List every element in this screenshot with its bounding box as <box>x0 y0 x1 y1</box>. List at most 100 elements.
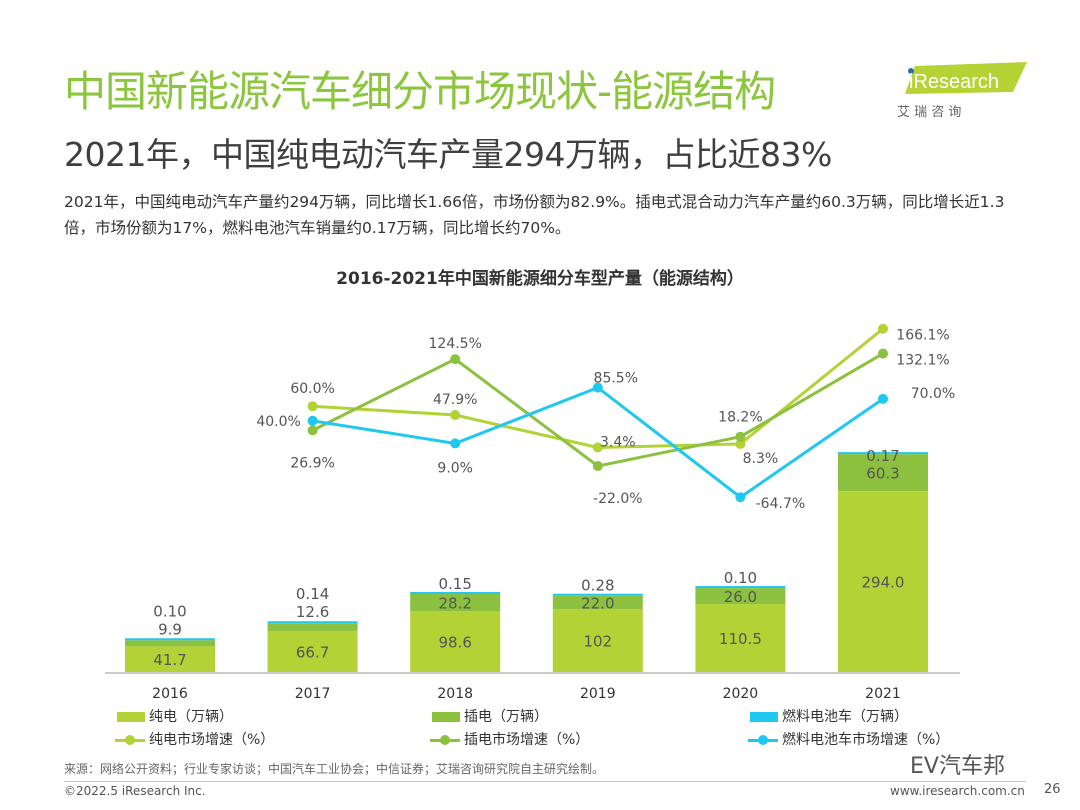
page-title: 中国新能源汽车细分市场现状-能源结构 <box>64 67 776 116</box>
legend-swatch <box>750 712 778 722</box>
bar-label-fcv: 0.10 <box>724 569 757 587</box>
logo-text: iResearch <box>909 71 999 93</box>
line-label: 3.4% <box>600 435 636 451</box>
iresearch-logo: iResearch 艾 瑞 咨 询 <box>895 62 1045 122</box>
page-subtitle: 2021年，中国纯电动汽车产量294万辆，占比近83% <box>64 135 832 174</box>
line-point <box>878 348 888 359</box>
line-label: 26.9% <box>290 455 334 471</box>
bar-label-phev: 12.6 <box>296 603 329 621</box>
legend-line-marker <box>115 735 145 745</box>
legend-item-fcv-growth: 燃料电池车市场增速（%） <box>748 729 949 749</box>
bar-fcv <box>410 592 501 595</box>
bar-fcv <box>267 621 358 624</box>
line-point <box>592 461 603 472</box>
bar-phev <box>552 595 643 610</box>
bar-phev <box>838 454 928 492</box>
line-point <box>450 410 461 421</box>
line-label: -22.0% <box>593 491 643 507</box>
bar-label-bev: 294.0 <box>862 574 905 592</box>
line-label: 70.0% <box>911 386 955 402</box>
bar-bev <box>410 611 501 672</box>
bar-label-bev: 41.7 <box>153 651 186 669</box>
line-point <box>735 438 746 449</box>
description: 2021年，中国纯电动汽车产量约294万辆，同比增长1.66倍，市场份额为82.… <box>64 193 1005 237</box>
legend-swatch <box>432 712 460 722</box>
line-label: 8.3% <box>743 451 779 467</box>
bar-phev <box>267 623 358 631</box>
bar-label-fcv: 0.14 <box>296 585 329 603</box>
bar-phev <box>125 640 215 647</box>
bar-bev <box>552 609 643 672</box>
bar-label-bev: 110.5 <box>719 630 762 648</box>
legend-label: 纯电（万辆） <box>149 709 233 725</box>
legend-label: 纯电市场增速（%） <box>149 732 275 748</box>
source-note: 来源：网络公开资料；行业专家访谈；中国汽车工业协会；中信证券；艾瑞咨询研究院自主… <box>64 762 605 776</box>
chart-area: 201641.79.90.10201766.712.60.14201898.62… <box>105 323 960 700</box>
line-label: 166.1% <box>896 328 949 344</box>
bar-fcv <box>552 593 643 596</box>
line-label: 124.5% <box>429 336 482 352</box>
line-label: 85.5% <box>594 371 638 387</box>
line-point <box>450 354 461 365</box>
bar-phev <box>410 594 501 612</box>
legend-item-phev: 插电（万辆） <box>432 706 548 726</box>
line-label: -64.7% <box>756 496 806 512</box>
bar-fcv <box>838 452 928 455</box>
line-point <box>450 438 461 449</box>
bar-bev <box>838 491 928 672</box>
x-tick-label: 2019 <box>580 686 616 700</box>
line-label: 40.0% <box>256 414 300 430</box>
line-point <box>735 492 746 503</box>
watermark: EV汽车邦 <box>910 754 1005 779</box>
line-label: 18.2% <box>718 410 762 426</box>
line-point <box>307 415 318 426</box>
legend-label: 燃料电池车（万辆） <box>782 709 908 725</box>
logo-subtext: 艾 瑞 咨 询 <box>897 105 961 120</box>
line-label: 47.9% <box>433 392 477 408</box>
legend-item-bev: 纯电（万辆） <box>117 706 233 726</box>
legend-label: 插电（万辆） <box>464 709 548 725</box>
website: www.iresearch.com.cn <box>890 784 1025 798</box>
bar-label-phev: 22.0 <box>581 595 614 613</box>
legend-label: 插电市场增速（%） <box>464 732 590 748</box>
bar-label-phev: 60.3 <box>866 465 899 483</box>
bar-label-fcv: 0.10 <box>153 602 186 620</box>
line-point <box>878 323 888 334</box>
line-label: 9.0% <box>437 460 473 476</box>
bar-label-bev: 66.7 <box>296 643 329 661</box>
bar-bev <box>267 630 358 672</box>
bar-fcv <box>125 638 215 641</box>
bar-bev <box>695 604 786 672</box>
legend-item-phev-growth: 插电市场增速（%） <box>430 729 589 749</box>
legend-item-bev-growth: 纯电市场增速（%） <box>115 729 274 749</box>
legend-line-marker <box>748 735 778 745</box>
bar-bev <box>125 646 215 672</box>
line-point <box>592 442 603 453</box>
bar-label-fcv: 0.28 <box>581 577 614 595</box>
copyright: ©2022.5 iResearch Inc. <box>64 784 206 798</box>
line-label: 132.1% <box>896 353 949 369</box>
bar-label-bev: 98.6 <box>438 634 471 652</box>
x-tick-label: 2018 <box>437 686 473 700</box>
bar-label-bev: 102 <box>583 633 612 651</box>
x-tick-label: 2016 <box>152 686 188 700</box>
line-label: 60.0% <box>290 381 334 397</box>
bar-label-fcv: 0.15 <box>438 575 471 593</box>
bar-label-phev: 26.0 <box>724 588 757 606</box>
line-point <box>878 393 888 404</box>
page-number: 26 <box>1044 782 1061 797</box>
x-tick-label: 2021 <box>865 686 901 700</box>
bar-label-fcv: 0.17 <box>866 447 899 465</box>
line-point <box>592 382 603 393</box>
line-point <box>307 425 318 436</box>
bar-phev <box>695 588 786 605</box>
bar-fcv <box>695 586 786 589</box>
line-point <box>307 401 318 412</box>
legend-line-marker <box>430 735 460 745</box>
footer-divider <box>64 781 1026 782</box>
legend-swatch <box>117 712 145 722</box>
x-tick-label: 2020 <box>723 686 759 700</box>
bar-label-phev: 9.9 <box>158 620 182 638</box>
legend-label: 燃料电池车市场增速（%） <box>782 732 950 748</box>
x-tick-label: 2017 <box>295 686 331 700</box>
